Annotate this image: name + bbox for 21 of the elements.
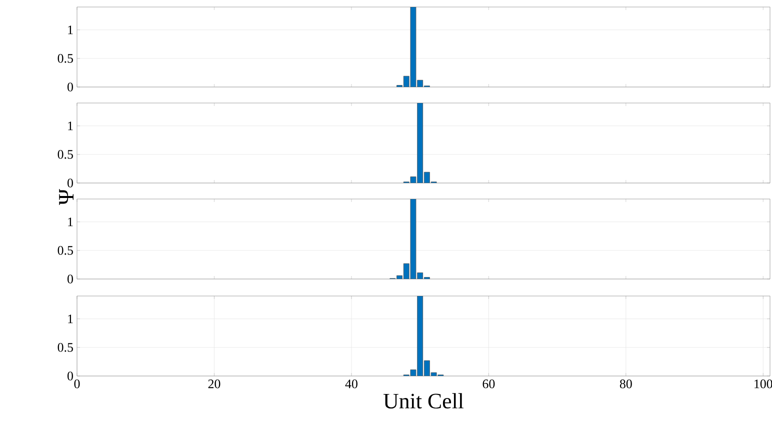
x-tick-label: 20 — [208, 380, 220, 388]
y-tick-label: 1 — [68, 26, 73, 34]
y-tick-label: 1 — [68, 314, 73, 324]
y-tick-label: 0 — [68, 178, 73, 188]
y-tick-label: 0.5 — [58, 246, 73, 255]
y-axis-title: Ψ — [59, 188, 74, 206]
x-tick-label: 80 — [620, 380, 632, 388]
y-tick-label: 0.5 — [58, 150, 73, 159]
y-tick-label: 0.5 — [58, 343, 73, 352]
x-tick-label: 100 — [754, 380, 772, 388]
y-tick-label: 0.5 — [58, 54, 73, 63]
x-tick-label: 0 — [74, 380, 80, 388]
x-axis-title: Unit Cell — [383, 393, 464, 409]
y-tick-label: 1 — [68, 218, 73, 226]
y-tick-label: 0 — [68, 372, 73, 380]
y-tick-label: 0 — [68, 82, 73, 92]
bar — [417, 296, 424, 376]
y-tick-label: 1 — [68, 122, 73, 130]
x-tick-label: 60 — [482, 380, 495, 388]
x-tick-label: 40 — [345, 380, 358, 388]
y-tick-label: 0 — [68, 274, 73, 284]
